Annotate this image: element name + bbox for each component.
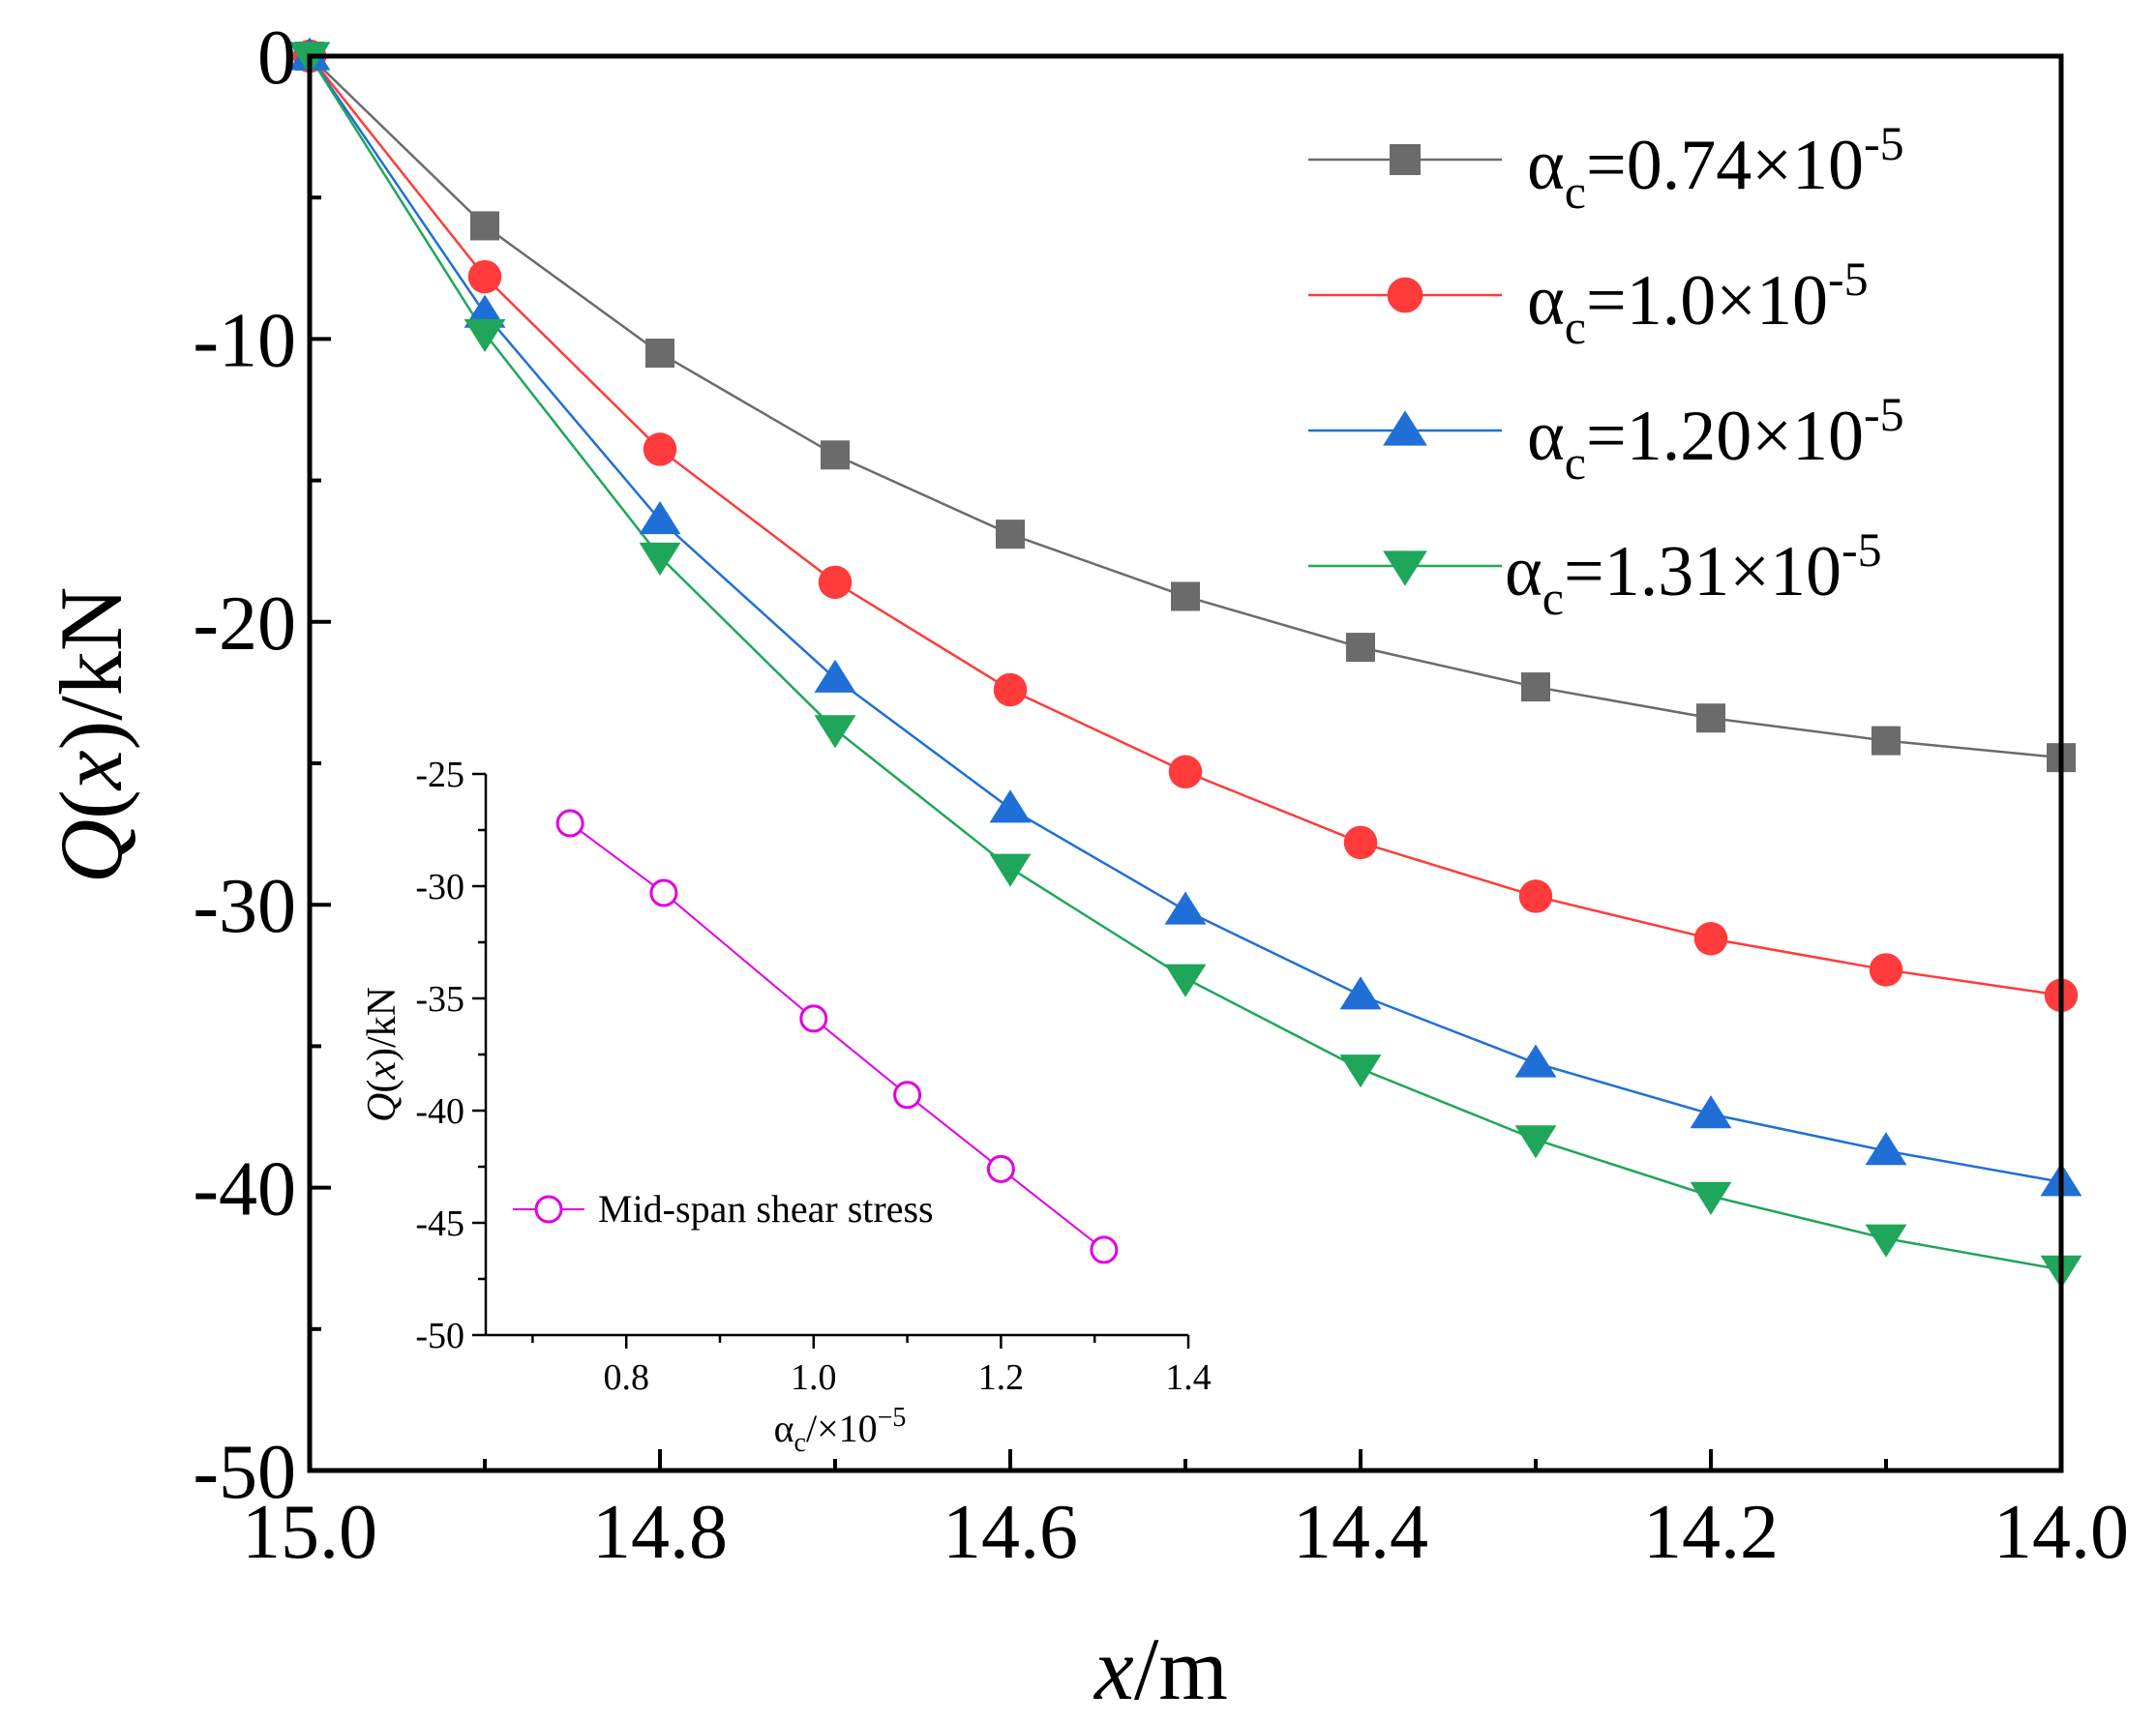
series-1-point-8 (1693, 922, 1728, 956)
series-1-point-6 (1343, 825, 1378, 860)
series-1-point-7 (1518, 879, 1553, 913)
legend-label-1: αc=1.0×10-5 (1527, 252, 1869, 354)
series-1-point-1 (467, 259, 502, 294)
y-tick-label-4: -40 (193, 1147, 296, 1233)
inset-y-tick-label-0: -25 (415, 755, 464, 795)
x-axis-title: x/m (1093, 1619, 1228, 1718)
series-0-point-3 (821, 440, 850, 470)
series-2-point-6 (1339, 976, 1382, 1010)
inset-point-3 (893, 1081, 922, 1110)
series-3-point-5 (1164, 964, 1207, 997)
inset-y-tick-label-3: -40 (415, 1091, 464, 1132)
y-tick-label-0: 0 (257, 15, 296, 101)
main-plot-area (288, 37, 2082, 1289)
series-3-point-1 (464, 318, 506, 353)
y-tick-label-5: -50 (193, 1430, 296, 1515)
inset-x-axis-title: αc/×10−5 (774, 1403, 907, 1458)
series-2-point-7 (1514, 1044, 1557, 1078)
series-1-point-2 (643, 432, 677, 466)
inset-y-tick-label-5: -50 (415, 1316, 464, 1356)
series-2-point-8 (1690, 1095, 1732, 1129)
y-tick-label-3: -30 (193, 864, 296, 949)
legend-label-0: αc=0.74×10-5 (1527, 116, 1904, 219)
series-2-point-4 (989, 789, 1032, 823)
series-1-point-5 (1168, 755, 1203, 789)
x-tick-label-1: 14.8 (592, 1490, 728, 1575)
inset-point-0 (555, 809, 584, 838)
inset-legend: Mid-span shear stress (513, 1187, 934, 1231)
inset-point-5 (1090, 1235, 1119, 1264)
series-3-point-4 (989, 853, 1032, 887)
series-1-point-4 (993, 672, 1028, 707)
x-tick-label-3: 14.4 (1293, 1490, 1428, 1575)
inset-point-4 (986, 1154, 1015, 1183)
series-0-point-1 (470, 211, 499, 241)
series-0-point-8 (1696, 703, 1725, 733)
inset-point-2 (799, 1004, 828, 1033)
series-3-point-9 (1865, 1224, 1907, 1258)
series-1-point-3 (818, 565, 853, 600)
legend-item-3: αc=1.31×10-5 (1505, 522, 1882, 625)
series-2-point-9 (1865, 1132, 1907, 1166)
series-3-point-6 (1339, 1055, 1382, 1088)
legend-item-1: αc=1.0×10-5 (1527, 252, 1869, 354)
series-0-point-4 (996, 520, 1025, 550)
series-3-point-7 (1514, 1125, 1557, 1159)
x-tick-label-4: 14.2 (1643, 1490, 1779, 1575)
inset-point-1 (649, 878, 678, 907)
series-line-3 (308, 55, 2062, 1271)
series-3-point-2 (639, 542, 681, 577)
x-tick-label-0: 15.0 (242, 1490, 377, 1575)
inset-x-tick-label-1: 1.0 (791, 1357, 837, 1398)
series-1-point-9 (1869, 953, 1903, 987)
inset-plot-area (555, 809, 1119, 1264)
y-axis-title: Q(x)/kN (42, 587, 140, 884)
legend-marker-2 (1383, 410, 1427, 446)
series-0-point-6 (1346, 633, 1375, 663)
series-0-point-2 (645, 339, 674, 369)
inset-x-tick-label-0: 0.8 (603, 1357, 649, 1398)
series-0-point-9 (1872, 726, 1901, 756)
legend-item-0: αc=0.74×10-5 (1527, 116, 1904, 219)
inset-series-line (569, 822, 1105, 1251)
legend-marker-1 (1387, 277, 1423, 313)
legend-label-3: αc=1.31×10-5 (1505, 522, 1882, 625)
legend-marker-3 (1383, 550, 1427, 586)
inset-y-tick-label-1: -30 (415, 867, 464, 907)
y-tick-label-2: -20 (193, 581, 296, 667)
inset-y-tick-label-4: -45 (415, 1203, 464, 1244)
legend-marker-0 (1390, 144, 1421, 175)
series-line-2 (308, 55, 2062, 1183)
inset-x-tick-label-3: 1.4 (1165, 1357, 1212, 1398)
series-3-point-3 (814, 715, 856, 749)
series-0-point-7 (1521, 672, 1550, 702)
inset-axes: 0.8 1.0 1.2 1.4 -25 -30 -35 -40 -45 -50 (415, 755, 1211, 1398)
x-tick-label-2: 14.6 (943, 1490, 1078, 1575)
series-2-point-5 (1164, 891, 1207, 925)
series-2-point-3 (814, 659, 856, 693)
legend: αc=0.74×10-5 αc=1.0×10-5 αc=1.20×10-5 αc… (1308, 116, 1904, 625)
main-axes: 15.0 14.8 14.6 14.4 14.2 14.0 0 -10 -20 -30 -40 -50 (193, 15, 2129, 1575)
legend-item-2: αc=1.20×10-5 (1527, 387, 1904, 490)
inset-legend-label: Mid-span shear stress (598, 1187, 934, 1231)
series-0-point-5 (1171, 581, 1200, 611)
inset-x-tick-label-2: 1.2 (978, 1357, 1025, 1398)
inset-y-tick-label-2: -35 (415, 979, 464, 1020)
inset-y-axis-title: Q(x)/kN (360, 987, 404, 1122)
x-tick-label-5: 14.0 (1993, 1490, 2129, 1575)
series-2-point-2 (639, 501, 681, 535)
inset-legend-marker (534, 1195, 563, 1224)
y-tick-label-1: -10 (193, 298, 296, 383)
legend-label-2: αc=1.20×10-5 (1527, 387, 1904, 490)
series-3-point-8 (1690, 1181, 1732, 1215)
